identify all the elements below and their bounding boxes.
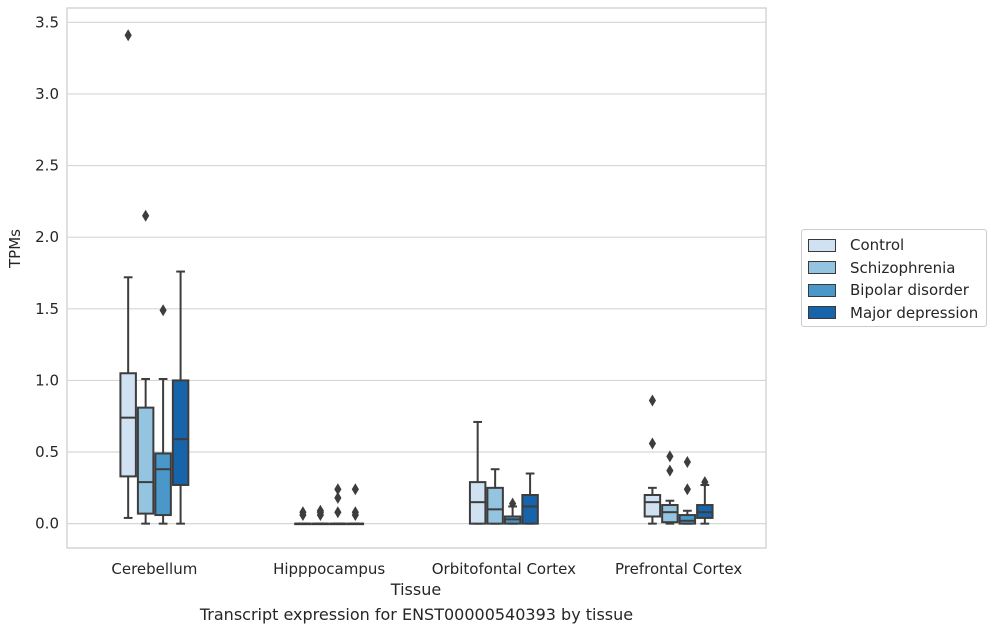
y-tick-label: 3.0 (35, 85, 59, 103)
outlier-point (509, 497, 517, 510)
legend-item: Schizophrenia (808, 258, 955, 278)
y-tick-labels: 0.0 0.5 1.0 1.5 2.0 2.5 3.0 3.5 (35, 13, 59, 532)
box-bipolar-disorder (329, 483, 347, 526)
y-tick-label: 1.5 (35, 300, 59, 318)
chart-caption: Transcript expression for ENST0000054039… (199, 605, 634, 624)
plot-area (66, 7, 767, 549)
legend-swatch (808, 306, 836, 319)
outlier-point (666, 450, 674, 463)
outlier-point (159, 304, 167, 317)
x-tick-labels: Cerebellum Hipppocampus Orbitofontal Corte… (111, 560, 742, 578)
legend-item: Control (808, 235, 904, 255)
legend: Control Schizophrenia Bipolar disorder Majo… (801, 229, 987, 327)
legend-swatch (808, 283, 836, 297)
y-tick-label: 2.5 (35, 157, 59, 175)
outlier-point (124, 29, 132, 42)
box-bipolar-disorder (154, 304, 172, 525)
outlier-point (351, 483, 359, 496)
legend-label: Schizophrenia (850, 258, 956, 277)
box-control (643, 394, 662, 525)
box (171, 379, 190, 486)
box (136, 406, 155, 515)
box (119, 372, 137, 478)
box (154, 452, 172, 517)
box-major-depression (696, 476, 714, 525)
outlier-point (648, 394, 657, 407)
y-tick-label: 0.5 (35, 443, 59, 461)
x-tick-label: Orbitofontal Cortex (432, 560, 576, 578)
outlier-point (683, 456, 691, 469)
box-major-depression (171, 270, 190, 525)
x-tick-label: Cerebellum (111, 560, 197, 578)
y-tick-label: 0.0 (35, 515, 59, 533)
legend-item: Bipolar disorder (808, 280, 969, 300)
box-schizophrenia (486, 468, 504, 525)
outlier-point (316, 504, 324, 517)
outlier-point (334, 483, 342, 496)
outlier-point (299, 506, 307, 519)
outlier-point (334, 506, 342, 519)
legend-swatch (808, 261, 836, 274)
box-control (294, 506, 312, 526)
outlier-point (351, 506, 359, 519)
legend-label: Control (850, 236, 905, 254)
y-tick-label: 1.0 (35, 371, 59, 389)
outlier-point (666, 464, 674, 477)
x-axis-label: Tissue (390, 580, 441, 599)
x-tick-label: Hipppocampus (273, 560, 385, 578)
legend-label: Major depression (850, 303, 979, 322)
legend-item: Major depression (808, 303, 978, 323)
box-major-depression (346, 483, 365, 526)
box (661, 504, 679, 524)
outlier-point (683, 483, 691, 496)
box (678, 514, 697, 525)
box (486, 486, 504, 525)
box (521, 494, 539, 525)
outlier-point (334, 491, 342, 504)
box-schizophrenia (311, 504, 330, 526)
x-tick-label: Prefrontal Cortex (615, 560, 742, 578)
box-bipolar-disorder (503, 497, 522, 525)
box-groups (119, 29, 714, 526)
box-bipolar-disorder (678, 456, 697, 525)
box-control (468, 420, 487, 525)
y-tick-label: 2.0 (35, 228, 59, 246)
box-schizophrenia (661, 450, 679, 525)
legend-swatch (808, 238, 836, 252)
outlier-point (701, 476, 709, 489)
box (643, 494, 662, 518)
box-control (119, 29, 137, 519)
outlier-point (142, 209, 150, 222)
box-schizophrenia (136, 209, 155, 525)
legend-label: Bipolar disorder (850, 281, 969, 299)
box-major-depression (521, 472, 539, 525)
y-tick-label: 3.5 (35, 13, 59, 31)
y-axis-label: TPMs (6, 229, 24, 268)
outlier-point (648, 437, 657, 450)
